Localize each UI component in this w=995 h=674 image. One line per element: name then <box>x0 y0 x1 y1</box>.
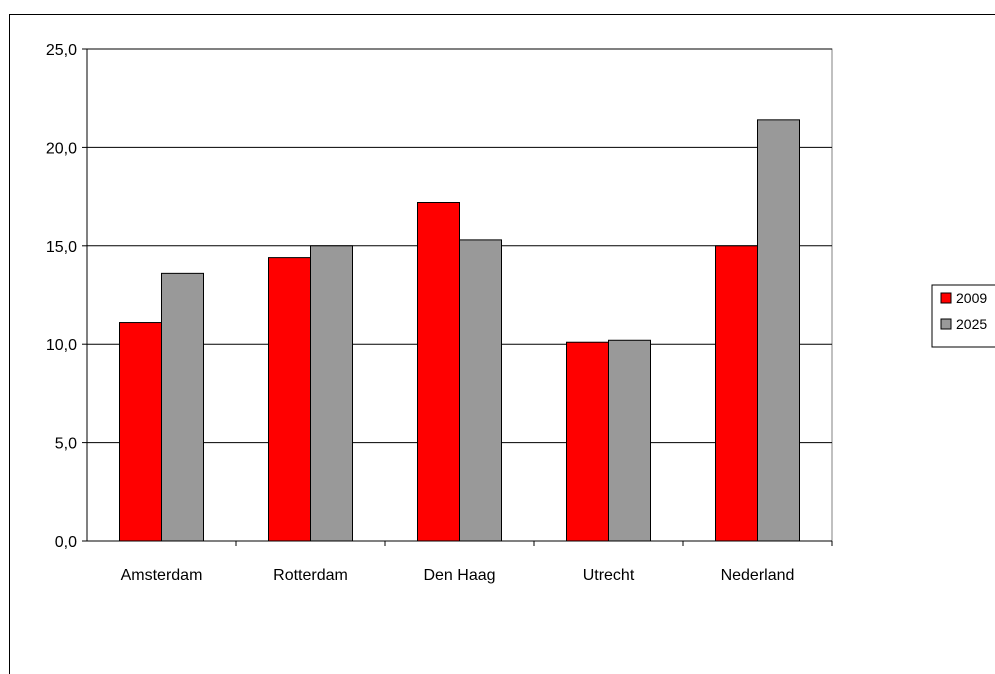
bar-2009-nederland <box>715 245 758 542</box>
y-tick-label: 20,0 <box>46 140 77 157</box>
legend-swatch-2009 <box>940 292 952 304</box>
y-tick-label: 10,0 <box>46 337 77 354</box>
y-tick-label: 25,0 <box>46 42 77 59</box>
legend-label-2025: 2025 <box>956 316 987 332</box>
chart-frame <box>9 14 995 674</box>
y-tick-label: 15,0 <box>46 239 77 256</box>
legend: 2009 2025 <box>931 284 995 348</box>
x-tick-label: Rotterdam <box>273 567 348 584</box>
bar-2025-nederland <box>757 119 800 542</box>
bar-2025-den-haag <box>459 239 502 542</box>
x-tick-label: Nederland <box>721 567 795 584</box>
bar-2025-utrecht <box>608 339 651 542</box>
bars <box>119 119 800 542</box>
legend-swatch-2025 <box>940 318 952 330</box>
x-tick-label: Utrecht <box>583 567 635 584</box>
bar-chart: 0,0 5,0 10,0 15,0 20,0 25,0 Amsterdam Rotterda… <box>46 42 995 584</box>
x-tick-label: Den Haag <box>423 567 495 584</box>
bar-2009-amsterdam <box>119 322 162 542</box>
y-tick-label: 0,0 <box>55 534 77 551</box>
y-axis-ticks: 0,0 5,0 10,0 15,0 20,0 25,0 <box>46 42 87 551</box>
bar-2009-den-haag <box>417 202 460 542</box>
bar-2025-amsterdam <box>161 272 204 542</box>
bar-2009-utrecht <box>566 341 609 542</box>
x-axis-ticks: Amsterdam Rotterdam Den Haag Utrecht Nederla… <box>121 541 833 584</box>
y-tick-label: 5,0 <box>55 436 77 453</box>
bar-2009-rotterdam <box>268 257 311 542</box>
bar-2025-rotterdam <box>310 245 353 542</box>
x-tick-label: Amsterdam <box>121 567 203 584</box>
legend-label-2009: 2009 <box>956 290 987 306</box>
